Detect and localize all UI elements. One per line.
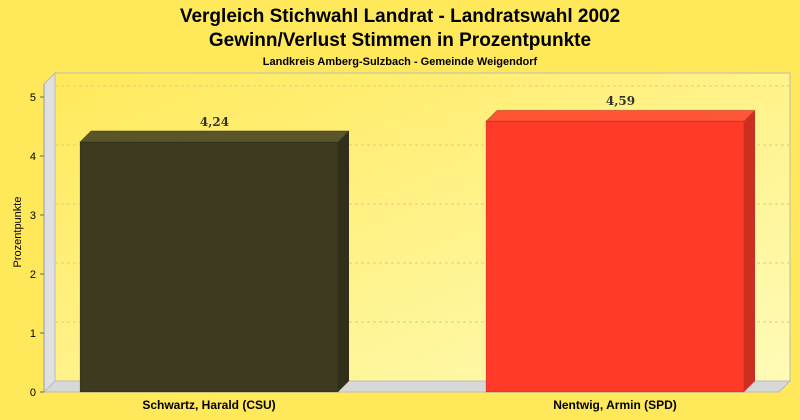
bar-top	[78, 130, 351, 143]
data-label: 4,24	[200, 115, 229, 129]
x-tick-label: Nentwig, Armin (SPD)	[553, 398, 677, 412]
y-tick-label: 1	[30, 328, 36, 340]
chart-title: Vergleich Stichwahl Landrat - Landratswa…	[180, 6, 620, 27]
y-axis-label: Prozentpunkte	[12, 197, 24, 268]
bar	[79, 141, 339, 393]
chart-subsubtitle: Landkreis Amberg-Sulzbach - Gemeinde Wei…	[263, 56, 538, 68]
y-tick-label: 5	[30, 92, 36, 104]
bar-top	[484, 109, 757, 122]
data-label: 4,59	[606, 94, 635, 108]
y-tick-label: 0	[30, 387, 36, 399]
bar-side	[338, 130, 349, 392]
y-tick-label: 2	[30, 269, 36, 281]
bar-side	[744, 110, 755, 392]
left-wall	[43, 71, 56, 394]
chart-subtitle: Gewinn/Verlust Stimmen in Prozentpunkte	[209, 30, 591, 51]
y-tick-label: 3	[30, 210, 36, 222]
x-tick-label: Schwartz, Harald (CSU)	[142, 398, 275, 412]
bar	[485, 120, 745, 393]
y-tick-label: 4	[30, 151, 36, 163]
